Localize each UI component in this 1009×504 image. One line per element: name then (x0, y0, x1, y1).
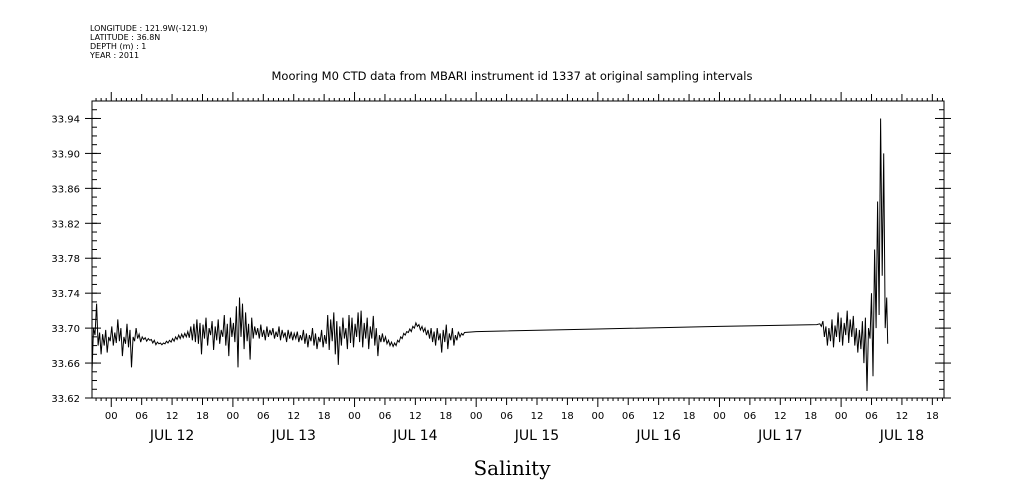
x-axis-label: Salinity (473, 456, 551, 480)
header-line: LATITUDE : 36.8N (90, 33, 160, 42)
y-tick-label: 33.86 (51, 184, 80, 195)
y-tick-label: 33.74 (51, 289, 80, 300)
x-hour-label: 00 (835, 411, 848, 422)
chart-title: Mooring M0 CTD data from MBARI instrumen… (272, 69, 753, 83)
x-day-label: JUL 18 (879, 428, 924, 444)
x-day-label: JUL 12 (149, 428, 194, 444)
x-day-label: JUL 13 (270, 428, 315, 444)
x-hour-label: 12 (166, 411, 179, 422)
header-line: DEPTH (m) : 1 (90, 42, 146, 51)
x-hour-label: 18 (804, 411, 817, 422)
x-hour-label: 00 (591, 411, 604, 422)
x-hour-label: 12 (774, 411, 787, 422)
x-hour-label: 06 (865, 411, 878, 422)
x-hour-label: 18 (683, 411, 696, 422)
x-hour-label: 18 (196, 411, 209, 422)
x-hour-label: 00 (105, 411, 118, 422)
x-day-label: JUL 17 (757, 428, 802, 444)
y-tick-label: 33.94 (51, 114, 80, 125)
header-info: LONGITUDE : 121.9W(-121.9) LATITUDE : 36… (89, 24, 208, 60)
x-hour-label: 12 (652, 411, 665, 422)
x-hour-label: 00 (713, 411, 726, 422)
x-hour-label: 00 (348, 411, 361, 422)
header-line: LONGITUDE : 121.9W(-121.9) (90, 24, 208, 33)
x-day-label: JUL 16 (635, 428, 681, 444)
y-axis: 33.62 33.66 33.70 33.74 33.78 33.82 33.86 33.90… (51, 100, 951, 405)
x-hour-label: 18 (439, 411, 452, 422)
x-hour-label: 00 (227, 411, 240, 422)
y-tick-label: 33.78 (51, 254, 80, 265)
x-hour-label: 12 (531, 411, 544, 422)
x-hour-label: 06 (744, 411, 757, 422)
x-hour-label: 18 (318, 411, 331, 422)
x-day-label: JUL 15 (514, 428, 559, 444)
x-hour-label: 12 (287, 411, 300, 422)
x-day-label: JUL 14 (392, 428, 438, 444)
plot-frame (91, 100, 945, 399)
series-layer (91, 118, 889, 392)
x-hour-label: 06 (135, 411, 148, 422)
x-hour-label: 00 (470, 411, 483, 422)
salinity-line (91, 118, 889, 392)
x-hour-label: 18 (926, 411, 939, 422)
y-tick-label: 33.66 (51, 359, 80, 370)
x-hour-label: 06 (500, 411, 513, 422)
y-tick-label: 33.70 (51, 324, 80, 335)
x-hour-label: 06 (257, 411, 270, 422)
header-line: YEAR : 2011 (89, 51, 139, 60)
x-hour-label: 18 (561, 411, 574, 422)
x-hour-label: 12 (409, 411, 422, 422)
y-tick-label: 33.82 (51, 219, 80, 230)
y-tick-label: 33.90 (51, 149, 80, 160)
x-hour-label: 06 (379, 411, 392, 422)
x-axis: 00 06 12 18 00 06 12 18 00 06 12 18 00 06 12 18 00 06 12 18… (95, 92, 943, 444)
x-hour-label: 06 (622, 411, 635, 422)
x-hour-label: 12 (896, 411, 909, 422)
y-tick-label: 33.62 (51, 394, 80, 405)
